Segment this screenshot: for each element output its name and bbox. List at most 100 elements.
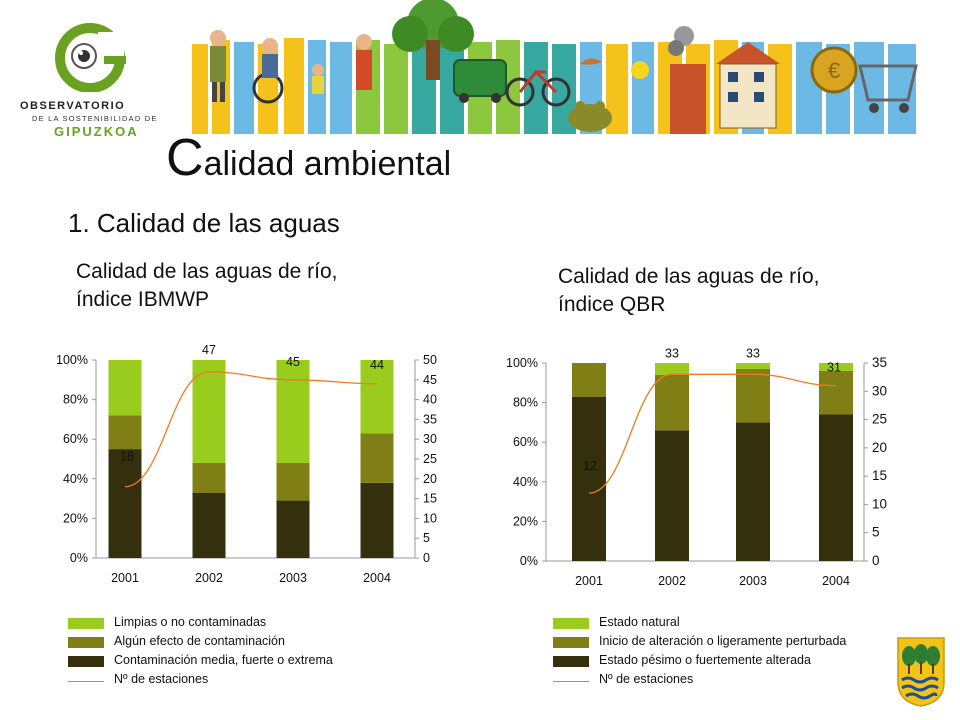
bar-segment — [655, 430, 689, 561]
bar-segment — [192, 462, 226, 493]
bar-segment — [276, 500, 310, 558]
data-label: 44 — [370, 358, 384, 372]
legend-swatch — [68, 637, 104, 648]
x-tick-label: 2003 — [739, 574, 767, 588]
data-label: 47 — [202, 343, 216, 357]
y-tick-label-right: 5 — [872, 525, 880, 540]
y-tick-label-right: 20 — [423, 472, 437, 486]
legend-item: Limpias o no contaminadas — [68, 615, 388, 634]
bar-segment — [655, 363, 689, 375]
observatory-g-eye-logo-icon — [55, 23, 126, 92]
bar-segment — [736, 363, 770, 369]
stations-line — [588, 373, 837, 494]
data-label: 33 — [746, 346, 760, 360]
legend-label: Estado natural — [599, 615, 680, 629]
legend-swatch — [553, 618, 589, 629]
legend-right: Estado natural Inicio de alteración o lig… — [553, 615, 893, 691]
y-tick-label-right: 20 — [872, 440, 887, 455]
legend-label: Nº de estaciones — [114, 672, 209, 686]
legend-item: Nº de estaciones — [553, 672, 893, 691]
x-tick-label: 2001 — [111, 571, 139, 585]
legend-label: Estado pésimo o fuertemente alterada — [599, 653, 811, 667]
bar-segment — [276, 462, 310, 501]
chart-left-title: Calidad de las aguas de río, índice IBMWP — [76, 258, 338, 314]
bar-segment — [192, 492, 226, 558]
y-tick-label-left: 20% — [63, 511, 88, 525]
data-label: 12 — [583, 459, 597, 473]
bar-segment — [276, 360, 310, 463]
stations-line — [124, 371, 378, 488]
legend-item: Inicio de alteración o ligeramente pertu… — [553, 634, 893, 653]
x-tick-label: 2004 — [363, 571, 391, 585]
x-tick-label: 2002 — [195, 571, 223, 585]
logo-line-3: GIPUZKOA — [54, 124, 139, 139]
y-tick-label-right: 30 — [423, 432, 437, 446]
logo-line-2: DE LA SOSTENIBILIDAD DE — [32, 114, 158, 123]
bar-segment — [819, 363, 853, 371]
svg-text:€: € — [828, 58, 840, 83]
chart-title-line: Calidad de las aguas de río, — [76, 260, 338, 283]
logo-line-1: OBSERVATORIO — [20, 100, 126, 112]
y-tick-label-left: 0% — [520, 554, 538, 568]
x-tick-label: 2002 — [658, 574, 686, 588]
bar-segment — [192, 360, 226, 463]
legend-label: Contaminación media, fuerte o extrema — [114, 653, 333, 667]
y-tick-label-right: 40 — [423, 393, 437, 407]
bar-segment — [819, 370, 853, 415]
page-title: Calidad ambiental — [166, 128, 451, 188]
y-tick-label-right: 50 — [423, 353, 437, 367]
y-tick-label-right: 25 — [872, 412, 887, 427]
legend-swatch — [553, 637, 589, 648]
legend-left: Limpias o no contaminadas Algún efecto de… — [68, 615, 388, 691]
y-tick-label-left: 100% — [506, 356, 538, 370]
page-title-rest: alidad ambiental — [203, 145, 452, 183]
gipuzkoa-coat-of-arms-icon — [897, 637, 945, 707]
bar-segment — [655, 374, 689, 431]
y-tick-label-left: 100% — [56, 353, 88, 367]
legend-item: Contaminación media, fuerte o extrema — [68, 653, 388, 672]
legend-label: Inicio de alteración o ligeramente pertu… — [599, 634, 847, 648]
data-label: 31 — [827, 361, 841, 375]
x-tick-label: 2003 — [279, 571, 307, 585]
data-label: 18 — [120, 450, 134, 464]
chart-title-line: Calidad de las aguas de río, — [558, 265, 820, 288]
legend-swatch — [68, 618, 104, 629]
y-tick-label-right: 30 — [872, 383, 887, 398]
legend-label: Algún efecto de contaminación — [114, 634, 285, 648]
bar-segment — [108, 415, 142, 450]
legend-label: Nº de estaciones — [599, 672, 694, 686]
y-tick-label-left: 80% — [513, 396, 538, 410]
chart-title-line: índice QBR — [558, 293, 666, 316]
y-tick-label-left: 40% — [513, 475, 538, 489]
y-tick-label-right: 10 — [423, 511, 437, 525]
legend-item: Estado natural — [553, 615, 893, 634]
y-tick-label-right: 5 — [423, 531, 430, 545]
legend-line-swatch — [68, 681, 104, 682]
observatory-logo: OBSERVATORIO DE LA SOSTENIBILIDAD DE GIP… — [18, 18, 188, 139]
page-title-initial: C — [166, 129, 204, 187]
y-tick-label-left: 40% — [63, 472, 88, 486]
data-label: 45 — [286, 355, 300, 369]
y-tick-label-right: 0 — [872, 553, 880, 568]
bar-segment — [572, 396, 606, 561]
y-tick-label-left: 60% — [63, 432, 88, 446]
x-tick-label: 2004 — [822, 574, 850, 588]
data-label: 33 — [665, 346, 679, 360]
y-tick-label-right: 25 — [423, 452, 437, 466]
legend-swatch — [68, 656, 104, 667]
y-tick-label-left: 80% — [63, 393, 88, 407]
x-tick-label: 2001 — [575, 574, 603, 588]
bar-segment — [360, 360, 394, 434]
y-tick-label-right: 35 — [872, 355, 887, 370]
y-tick-label-right: 35 — [423, 412, 437, 426]
bar-segment — [360, 482, 394, 558]
legend-line-swatch — [553, 681, 589, 682]
chart-right-title: Calidad de las aguas de río, índice QBR — [558, 263, 820, 319]
legend-label: Limpias o no contaminadas — [114, 615, 267, 629]
y-tick-label-left: 0% — [70, 551, 88, 565]
legend-item: Estado pésimo o fuertemente alterada — [553, 653, 893, 672]
y-tick-label-left: 60% — [513, 435, 538, 449]
legend-item: Nº de estaciones — [68, 672, 388, 691]
